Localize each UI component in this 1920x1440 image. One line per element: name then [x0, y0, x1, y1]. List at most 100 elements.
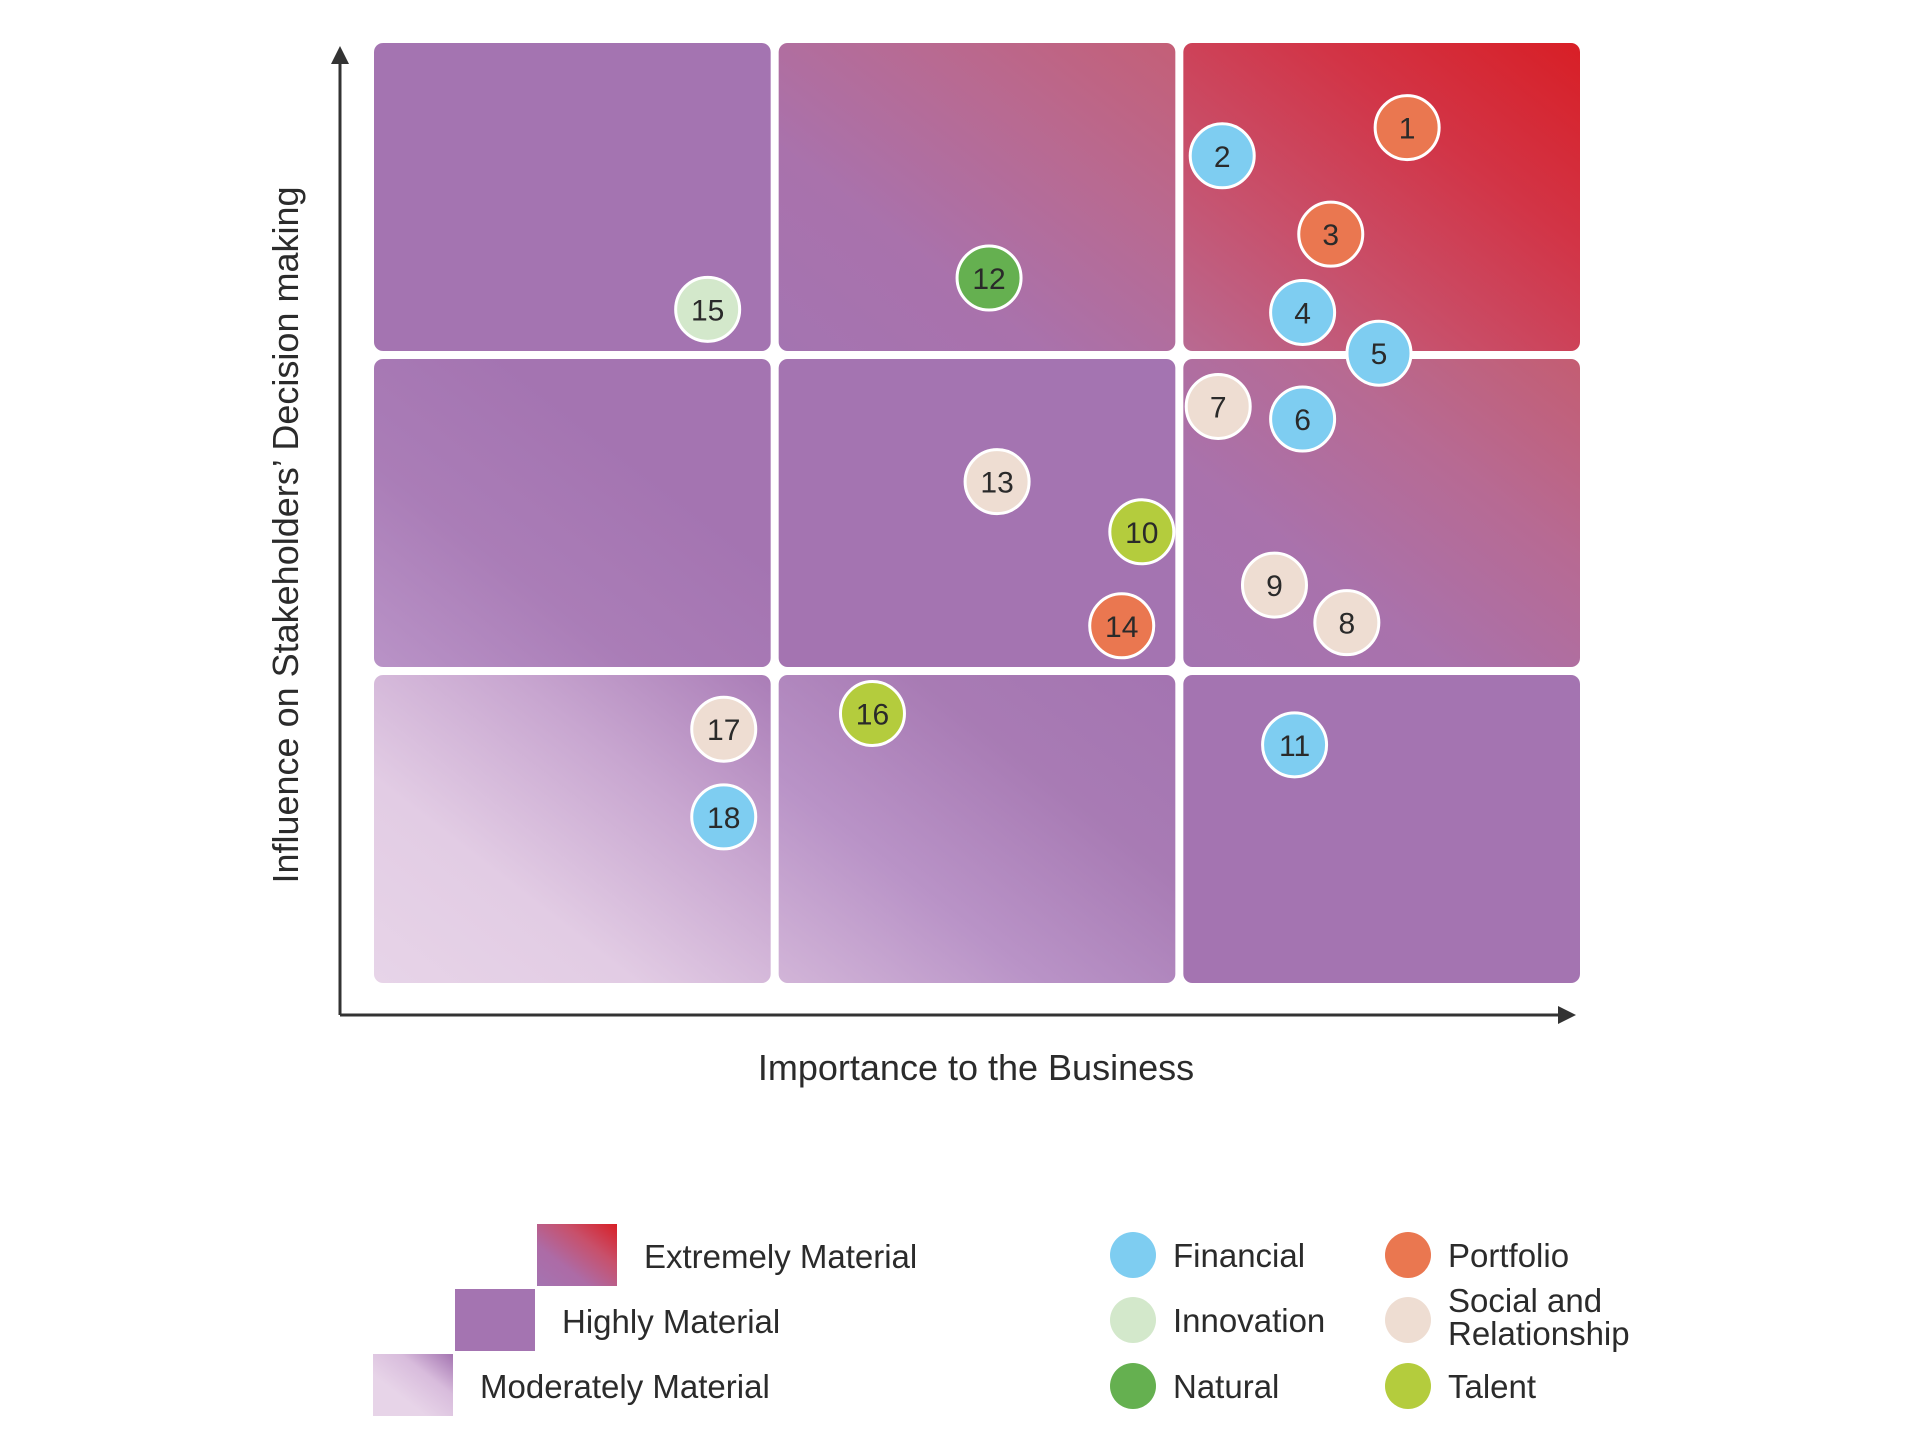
point-4: 4 — [1269, 278, 1337, 346]
point-8: 8 — [1313, 589, 1381, 657]
legend-category-financial-swatch — [1110, 1232, 1156, 1278]
legend-category-financial: Financial — [1110, 1232, 1305, 1278]
point-7: 7 — [1184, 372, 1252, 440]
legend-category-innovation: Innovation — [1110, 1297, 1325, 1343]
matrix-cell-r3-c1 — [374, 675, 771, 983]
point-14-marker — [1088, 592, 1156, 660]
matrix-cell-r2-c1 — [374, 359, 771, 667]
point-2-marker — [1188, 122, 1256, 190]
legend-category-talent: Talent — [1385, 1363, 1536, 1409]
point-11: 11 — [1261, 711, 1329, 779]
legend-level-high-label: Highly Material — [562, 1303, 780, 1340]
matrix-cell-r3-c3 — [1183, 675, 1580, 983]
legend-category-talent-swatch — [1385, 1363, 1431, 1409]
point-15-label: 15 — [691, 294, 724, 327]
legend-category-innovation-label: Innovation — [1173, 1302, 1325, 1339]
matrix-cell-r3-c2 — [778, 675, 1176, 983]
point-14-label: 14 — [1105, 611, 1138, 644]
legend-level-moderate: Moderately Material — [373, 1354, 770, 1416]
y-axis-arrow — [331, 46, 349, 64]
legend-level-moderate-label: Moderately Material — [480, 1368, 770, 1405]
point-15-marker — [674, 275, 742, 343]
point-6: 6 — [1269, 385, 1337, 453]
legend-level-extreme-label: Extremely Material — [644, 1238, 917, 1275]
point-8-marker — [1313, 589, 1381, 657]
x-axis-arrow — [1558, 1006, 1576, 1024]
point-13-label: 13 — [980, 467, 1013, 500]
point-16-label: 16 — [856, 699, 889, 732]
point-9: 9 — [1240, 551, 1308, 619]
point-10-label: 10 — [1125, 517, 1158, 550]
point-17-label: 17 — [707, 714, 740, 747]
legend-category-portfolio: Portfolio — [1385, 1232, 1569, 1278]
point-6-label: 6 — [1294, 404, 1311, 437]
point-1-marker — [1373, 94, 1441, 162]
point-12-label: 12 — [972, 263, 1005, 296]
point-10-marker — [1108, 498, 1176, 566]
legend-level-high-swatch — [455, 1289, 535, 1351]
legend-category-portfolio-swatch — [1385, 1232, 1431, 1278]
matrix-cell-r1-c3 — [1183, 43, 1580, 351]
point-9-label: 9 — [1266, 570, 1283, 603]
point-11-marker — [1261, 711, 1329, 779]
point-16-marker — [838, 680, 906, 748]
category-legend: Financial Portfolio Innovation Social and Re… — [1110, 1232, 1630, 1409]
legend-category-portfolio-label: Portfolio — [1448, 1237, 1569, 1274]
point-5-marker — [1345, 319, 1413, 387]
point-2-label: 2 — [1214, 141, 1231, 174]
point-12: 12 — [955, 244, 1023, 312]
point-16: 16 — [838, 680, 906, 748]
point-10: 10 — [1108, 498, 1176, 566]
point-5: 5 — [1345, 319, 1413, 387]
legend-category-natural-swatch — [1110, 1363, 1156, 1409]
point-9-marker — [1240, 551, 1308, 619]
point-18-marker — [690, 783, 758, 851]
legend-category-natural: Natural — [1110, 1363, 1279, 1409]
point-7-label: 7 — [1210, 391, 1227, 424]
point-17-marker — [690, 695, 758, 763]
point-12-marker — [955, 244, 1023, 312]
point-3-marker — [1297, 200, 1365, 268]
materiality-legend: Extremely Material Highly Material Moderat… — [373, 1224, 917, 1416]
point-13-marker — [963, 448, 1031, 516]
legend-category-financial-label: Financial — [1173, 1237, 1305, 1274]
legend-category-talent-label: Talent — [1448, 1368, 1536, 1405]
legend-category-social-and-relationship-swatch — [1385, 1297, 1431, 1343]
point-3-label: 3 — [1322, 219, 1339, 252]
y-axis-title: Influence on Stakeholders’ Decision maki… — [265, 186, 306, 883]
point-4-marker — [1269, 278, 1337, 346]
legend-category-natural-label: Natural — [1173, 1368, 1279, 1405]
point-4-label: 4 — [1294, 297, 1311, 330]
point-11-label: 11 — [1279, 730, 1310, 763]
point-7-marker — [1184, 372, 1252, 440]
point-17: 17 — [690, 695, 758, 763]
point-18-label: 18 — [707, 802, 740, 835]
legend-category-social-and-relationship-label: Social and Relationship — [1448, 1282, 1630, 1352]
point-18: 18 — [690, 783, 758, 851]
legend-level-extreme-swatch — [537, 1224, 617, 1286]
matrix-cell-r2-c2 — [778, 359, 1176, 667]
legend-category-social-and-relationship: Social and Relationship — [1385, 1282, 1630, 1352]
matrix-cells — [374, 43, 1580, 983]
legend-category-innovation-swatch — [1110, 1297, 1156, 1343]
point-6-marker — [1269, 385, 1337, 453]
legend-level-moderate-swatch — [373, 1354, 453, 1416]
point-3: 3 — [1297, 200, 1365, 268]
axes: Importance to the Business Influence on … — [265, 46, 1576, 1088]
point-14: 14 — [1088, 592, 1156, 660]
point-1: 1 — [1373, 94, 1441, 162]
point-1-label: 1 — [1399, 113, 1416, 146]
point-8-label: 8 — [1338, 608, 1355, 641]
point-2: 2 — [1188, 122, 1256, 190]
point-13: 13 — [963, 448, 1031, 516]
legend-level-extreme: Extremely Material — [537, 1224, 917, 1286]
matrix-cell-r1-c2 — [778, 43, 1176, 351]
x-axis-title: Importance to the Business — [758, 1047, 1194, 1088]
legend-level-high: Highly Material — [455, 1289, 780, 1351]
legend: Extremely Material Highly Material Moderat… — [373, 1224, 1630, 1416]
matrix-cell-r1-c1 — [374, 43, 771, 351]
point-5-label: 5 — [1371, 338, 1388, 371]
